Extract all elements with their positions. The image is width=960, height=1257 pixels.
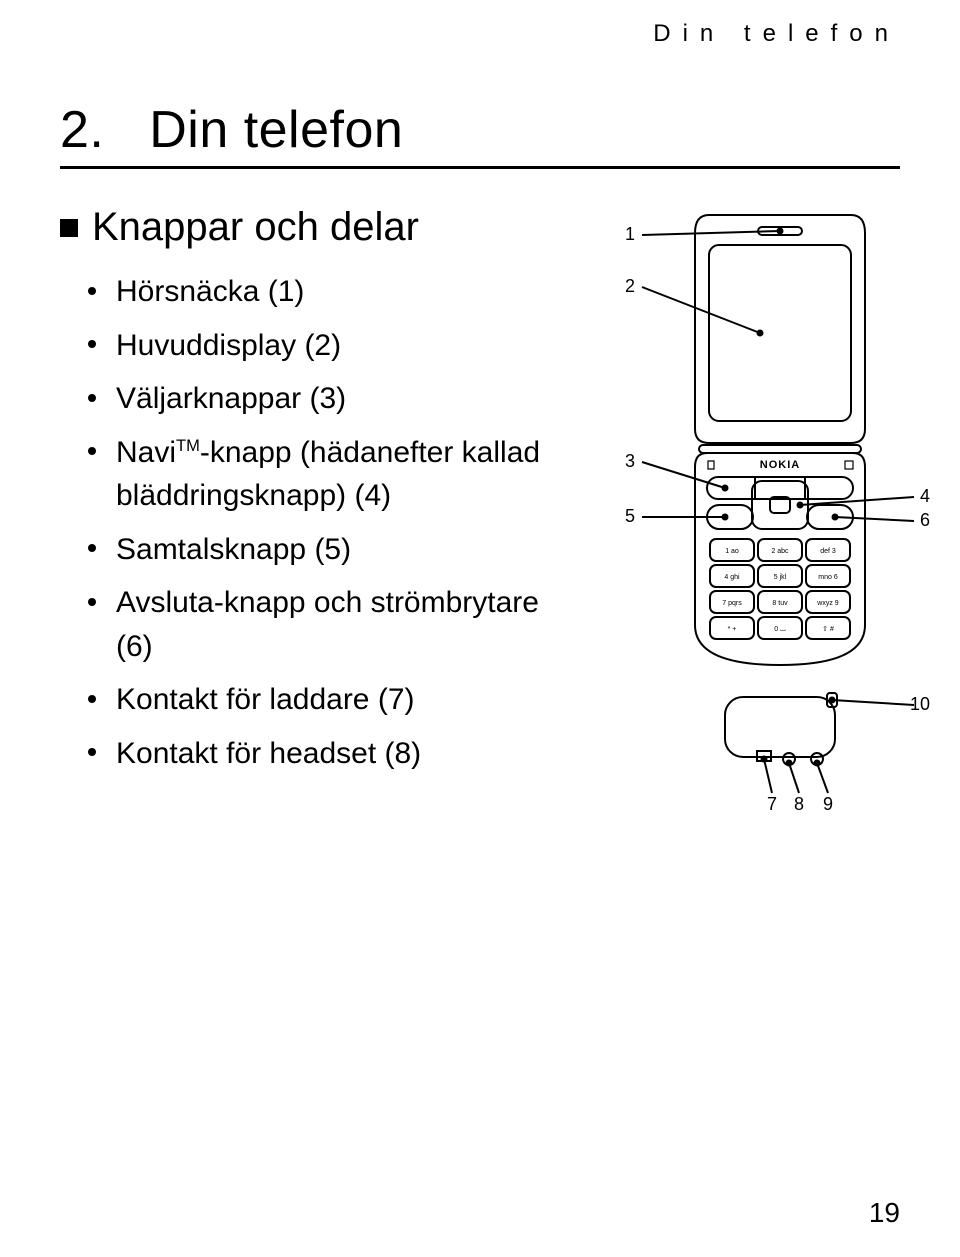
- square-bullet-icon: [60, 219, 78, 237]
- text-column: Knappar och delar Hörsnäcka (1) Huvuddisp…: [60, 205, 580, 850]
- svg-text:10: 10: [910, 694, 930, 714]
- list-item: Kontakt för laddare (7): [88, 678, 580, 722]
- svg-text:1: 1: [625, 224, 635, 244]
- svg-text:wxyz 9: wxyz 9: [816, 600, 839, 607]
- bullet-list: Hörsnäcka (1) Huvuddisplay (2) Väljarknapp…: [60, 270, 580, 775]
- list-item: Hörsnäcka (1): [88, 270, 580, 314]
- svg-text:4 ghi: 4 ghi: [724, 574, 740, 581]
- svg-text:7: 7: [767, 794, 777, 814]
- svg-text:3: 3: [625, 451, 635, 471]
- page-number: 19: [869, 1197, 900, 1229]
- section-heading: Knappar och delar: [60, 205, 580, 250]
- svg-text:8 tuv: 8 tuv: [772, 600, 788, 607]
- svg-text:5: 5: [625, 506, 635, 526]
- svg-text:8: 8: [794, 794, 804, 814]
- svg-text:1 ao: 1 ao: [725, 548, 739, 555]
- list-item: Samtalsknapp (5): [88, 528, 580, 572]
- list-item: NaviTM-knapp (hädanefter kallad bläddrin…: [88, 431, 580, 518]
- svg-text:5 jkl: 5 jkl: [774, 574, 787, 581]
- svg-text:4: 4: [920, 486, 930, 506]
- svg-text:6: 6: [920, 510, 930, 530]
- svg-text:7 pqrs: 7 pqrs: [722, 600, 742, 607]
- chapter-title-text: Din telefon: [149, 101, 403, 159]
- svg-text:2 abc: 2 abc: [771, 548, 789, 555]
- svg-text:mno 6: mno 6: [818, 574, 838, 581]
- page: Din telefon 2. Din telefon Knappar och d…: [0, 0, 960, 1257]
- list-item: Huvuddisplay (2): [88, 324, 580, 368]
- svg-text:* +: * +: [728, 626, 737, 633]
- running-head: Din telefon: [653, 20, 900, 48]
- list-item: Avsluta-knapp och strömbrytare (6): [88, 581, 580, 668]
- svg-text:def 3: def 3: [820, 548, 836, 555]
- svg-text:9: 9: [823, 794, 833, 814]
- section-title: Knappar och delar: [92, 205, 419, 250]
- diagram-column: NOKIA 1 ao 2 abc def 3 4 ghi 5 jkl mno 6 7 pqrs…: [600, 205, 950, 850]
- svg-text:0 ⌴: 0 ⌴: [774, 626, 786, 633]
- list-item: Väljarknappar (3): [88, 377, 580, 421]
- chapter-number: 2.: [60, 101, 104, 159]
- chapter-title: 2. Din telefon: [60, 100, 900, 160]
- list-item: Kontakt för headset (8): [88, 732, 580, 776]
- content-row: Knappar och delar Hörsnäcka (1) Huvuddisp…: [60, 205, 900, 850]
- svg-text:2: 2: [625, 276, 635, 296]
- title-rule: [60, 166, 900, 169]
- svg-text:⇧ #: ⇧ #: [822, 625, 834, 633]
- svg-text:NOKIA: NOKIA: [760, 459, 800, 471]
- phone-diagram: NOKIA 1 ao 2 abc def 3 4 ghi 5 jkl mno 6 7 pqrs…: [600, 205, 950, 845]
